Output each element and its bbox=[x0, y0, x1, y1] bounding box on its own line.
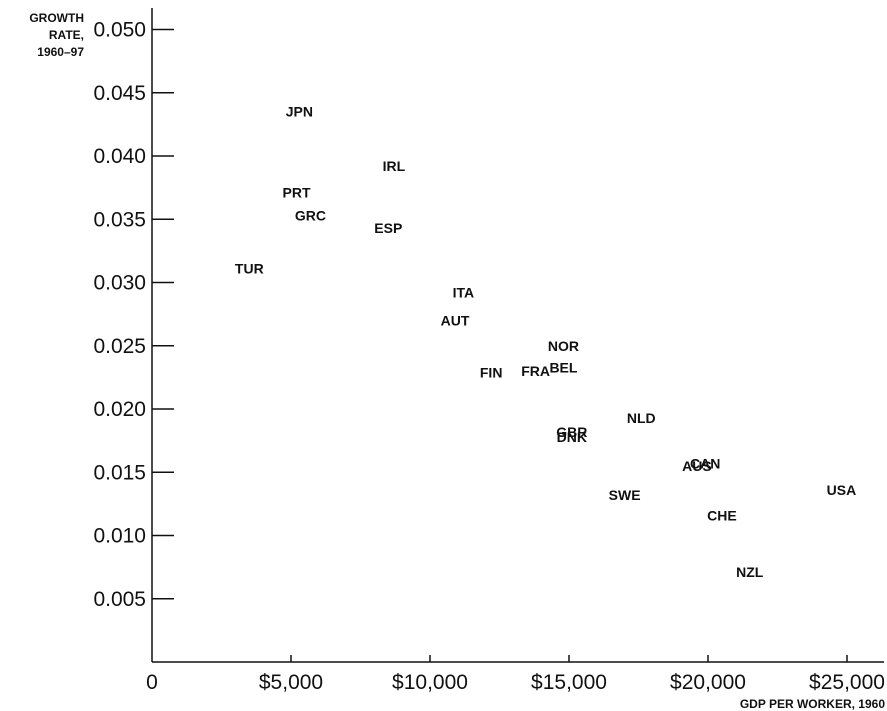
point-label-jpn: JPN bbox=[286, 104, 313, 120]
point-label-dnk: DNK bbox=[557, 429, 587, 445]
y-tick-label: 0.010 bbox=[93, 525, 146, 548]
y-tick-label: 0.045 bbox=[93, 82, 146, 105]
y-tick-label: 0.020 bbox=[93, 398, 146, 421]
point-label-gbr: GBR bbox=[556, 424, 587, 440]
x-tick-label: 0 bbox=[146, 671, 158, 694]
point-label-prt: PRT bbox=[283, 185, 311, 201]
y-axis-label-line: GROWTH bbox=[29, 11, 84, 25]
point-label-grc: GRC bbox=[295, 207, 326, 223]
point-label-can: CAN bbox=[690, 455, 720, 471]
point-label-bel: BEL bbox=[549, 359, 577, 375]
y-axis-label: GROWTH RATE, 1960–97 bbox=[29, 11, 84, 59]
y-tick-label: 0.005 bbox=[93, 588, 146, 611]
y-tick-label: 0.050 bbox=[93, 19, 146, 42]
y-axis-label-line: 1960–97 bbox=[37, 45, 84, 59]
x-tick-label: $15,000 bbox=[531, 671, 607, 694]
point-label-aus: AUS bbox=[682, 458, 712, 474]
point-label-fin: FIN bbox=[480, 364, 503, 380]
point-label-tur: TUR bbox=[235, 261, 264, 277]
point-label-nzl: NZL bbox=[736, 564, 764, 580]
x-tick-label: $20,000 bbox=[670, 671, 746, 694]
point-label-esp: ESP bbox=[374, 220, 402, 236]
x-axis-ticks: 0 $5,000 $10,000 $15,000 $20,000 $25,000 bbox=[146, 655, 885, 694]
point-label-swe: SWE bbox=[609, 487, 641, 503]
point-label-irl: IRL bbox=[383, 158, 406, 174]
y-axis-label-line: RATE, bbox=[49, 28, 84, 42]
point-label-usa: USA bbox=[827, 482, 857, 498]
x-axis-label: GDP PER WORKER, 1960 bbox=[740, 697, 885, 711]
data-points: JPN IRL PRT GRC ESP TUR ITA AUT NOR BEL FIN FRA NLD G… bbox=[235, 104, 856, 580]
y-tick-label: 0.015 bbox=[93, 461, 146, 484]
point-label-che: CHE bbox=[707, 507, 737, 523]
point-label-nor: NOR bbox=[548, 338, 579, 354]
y-tick-label: 0.035 bbox=[93, 208, 146, 231]
point-label-fra: FRA bbox=[521, 363, 550, 379]
y-axis-ticks: 0.005 0.010 0.015 0.020 0.025 0.030 0.035 0.040… bbox=[93, 19, 174, 611]
point-label-ita: ITA bbox=[453, 285, 475, 301]
x-tick-label: $10,000 bbox=[392, 671, 468, 694]
y-tick-label: 0.030 bbox=[93, 272, 146, 295]
x-tick-label: $25,000 bbox=[809, 671, 885, 694]
x-tick-label: $5,000 bbox=[259, 671, 323, 694]
point-label-nld: NLD bbox=[627, 410, 656, 426]
point-label-aut: AUT bbox=[441, 312, 470, 328]
y-tick-label: 0.025 bbox=[93, 335, 146, 358]
y-tick-label: 0.040 bbox=[93, 145, 146, 168]
